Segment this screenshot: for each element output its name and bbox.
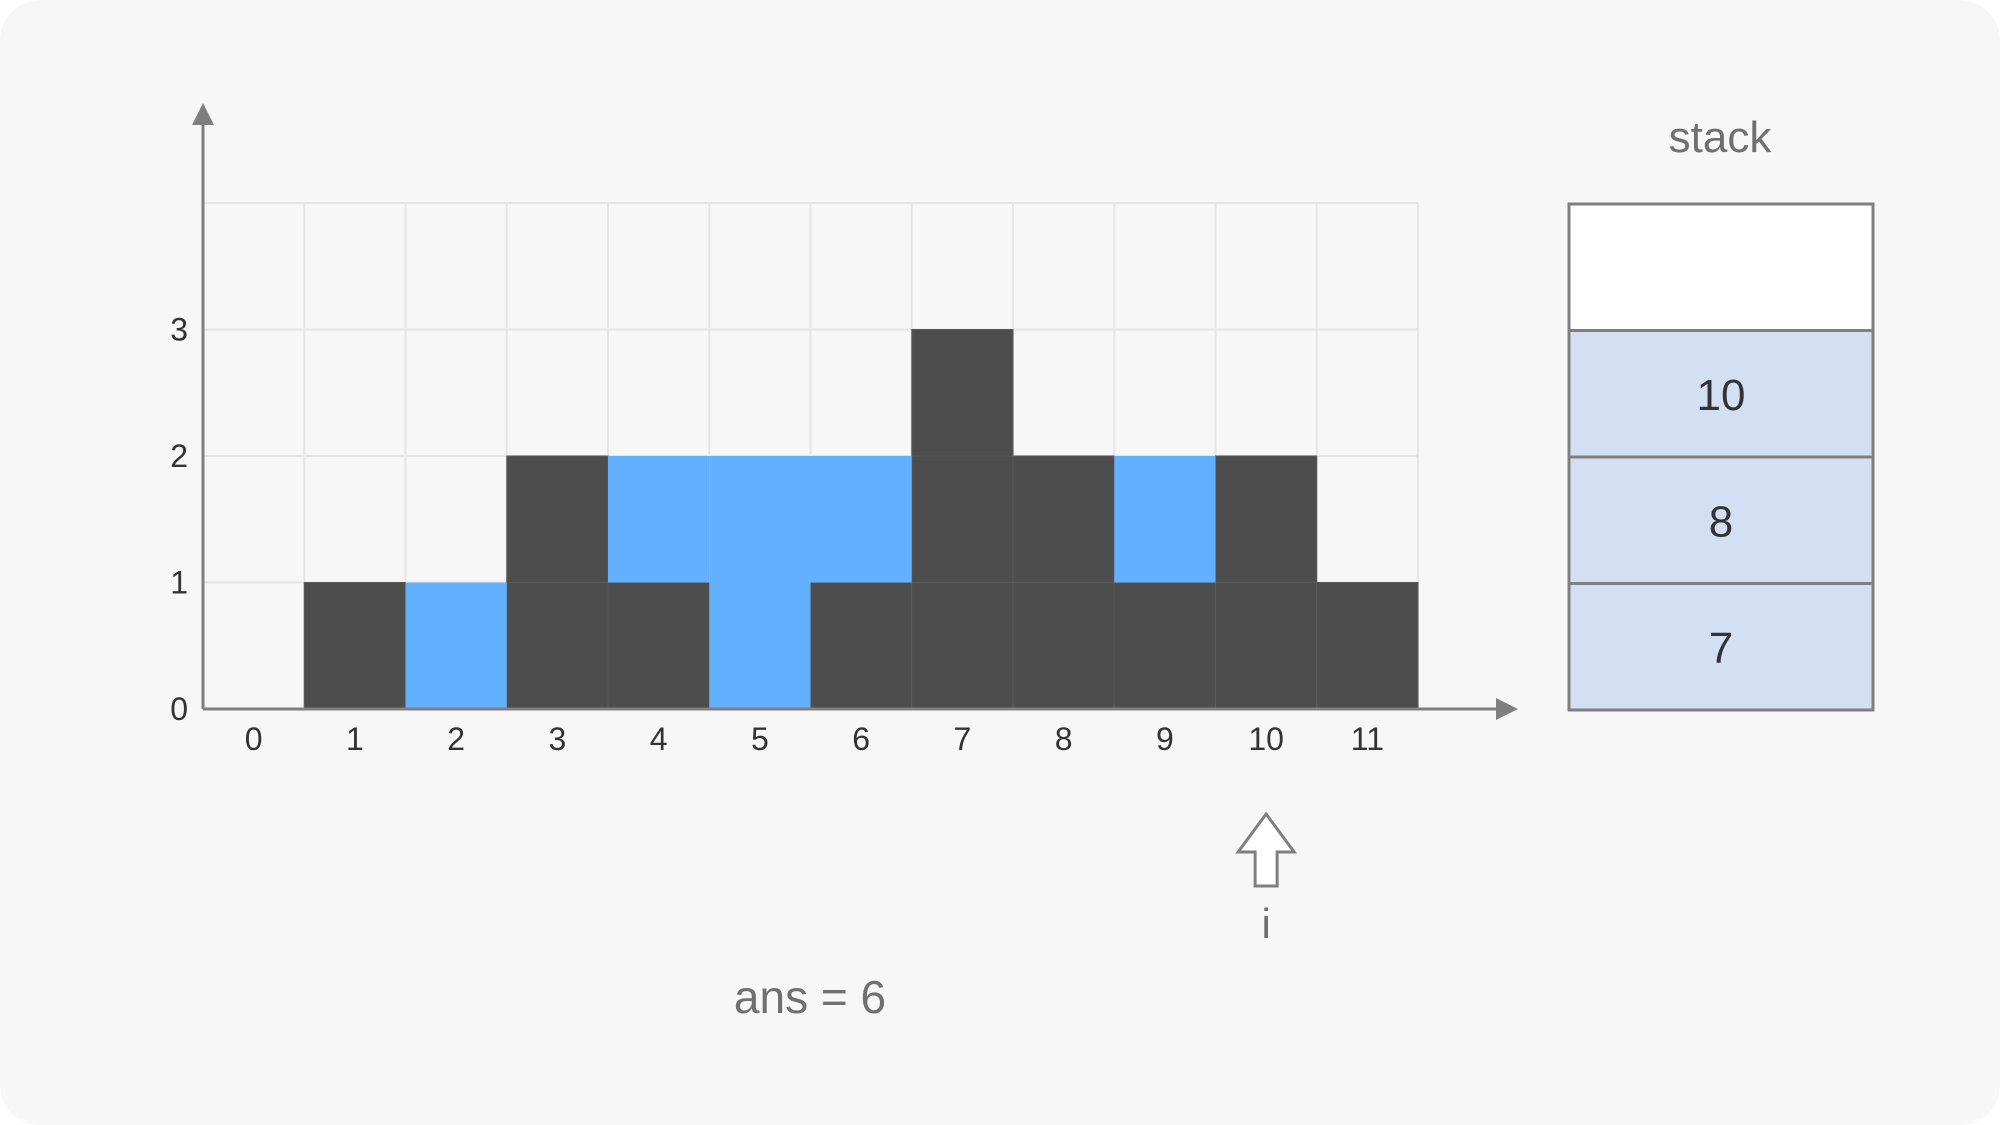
stack-slot-value: 10 (1697, 371, 1746, 420)
bar-cell (1316, 582, 1419, 710)
x-tick-label: 4 (650, 721, 668, 757)
tick-labels: 0 1 2 3 4 5 6 7 8 9 10 11 0 1 2 3 (170, 312, 1384, 758)
bar-cell (1215, 455, 1318, 583)
pointer-label: i (1261, 900, 1270, 947)
y-tick-label: 0 (170, 691, 188, 727)
stack-slot-empty (1567, 202, 1875, 332)
stack-slot (1567, 329, 1875, 459)
x-tick-label: 7 (953, 721, 971, 757)
x-tick-label: 3 (548, 721, 566, 757)
x-tick-label: 11 (1351, 721, 1384, 757)
bar-cell (607, 582, 710, 710)
y-tick-label: 1 (170, 565, 188, 601)
x-tick-label: 9 (1156, 721, 1174, 757)
bar-cell (1012, 455, 1115, 583)
bar-cell (911, 582, 1014, 710)
x-axis-arrowhead (1496, 698, 1518, 720)
answer-text: ans = 6 (734, 971, 886, 1023)
y-tick-label: 3 (170, 312, 188, 348)
bar-cell (1113, 582, 1216, 710)
water-cell (709, 456, 811, 583)
bar-cell (1012, 582, 1115, 710)
x-tick-label: 8 (1055, 721, 1073, 757)
pointer: i (1235, 811, 1298, 947)
y-tick-label: 2 (170, 438, 188, 474)
stack: stack 10 8 7 (1567, 113, 1875, 712)
y-axis-arrowhead (192, 103, 214, 125)
elevation-and-water-cells (303, 329, 1419, 710)
x-tick-label: 0 (245, 721, 263, 757)
water-cell (608, 456, 710, 583)
water-cell (1114, 456, 1216, 583)
bar-cell (506, 582, 609, 710)
x-tick-label: 10 (1248, 721, 1284, 757)
x-tick-label: 1 (346, 721, 364, 757)
bar-cell (810, 582, 913, 710)
bar-cell (911, 455, 1014, 583)
stack-slot (1567, 582, 1875, 712)
x-tick-label: 2 (447, 721, 465, 757)
x-tick-label: 6 (852, 721, 870, 757)
stack-slot-value: 7 (1709, 624, 1733, 673)
stack-slot-value: 8 (1709, 497, 1733, 546)
stack-slots: 10 8 7 (1567, 202, 1875, 712)
water-cell (709, 582, 811, 709)
x-tick-label: 5 (751, 721, 769, 757)
stack-label: stack (1669, 113, 1773, 162)
axes (192, 103, 1518, 720)
bar-cell (1215, 582, 1318, 710)
water-cell (810, 456, 912, 583)
bar-cell (506, 455, 609, 583)
stack-slot (1567, 455, 1875, 585)
up-arrow-icon (1235, 811, 1298, 888)
bar-cell (303, 582, 406, 710)
bar-cell (911, 329, 1014, 457)
water-cell (405, 582, 507, 709)
